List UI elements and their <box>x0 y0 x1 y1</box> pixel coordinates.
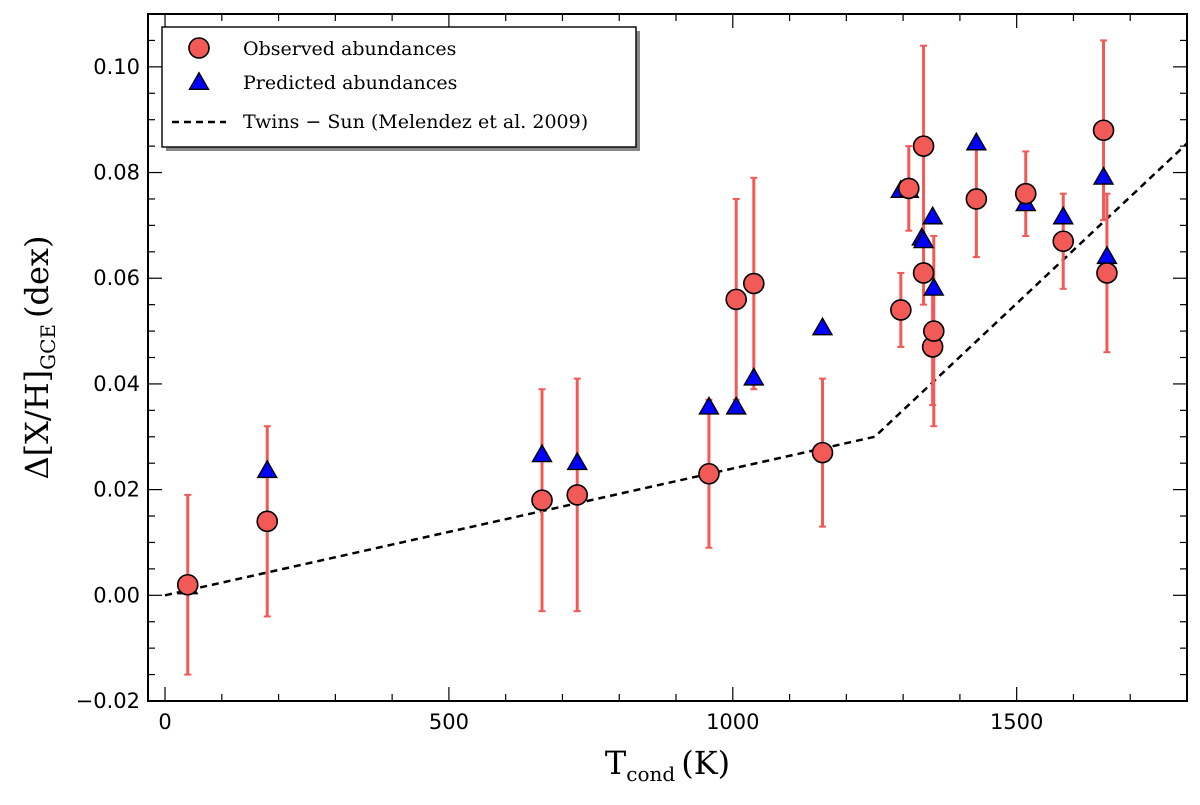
predicted-point <box>725 396 747 415</box>
predicted-point <box>923 277 945 296</box>
observed-point <box>725 288 747 311</box>
observed-point <box>1096 262 1118 284</box>
predicted-point <box>811 316 834 336</box>
observed-point <box>1014 182 1037 205</box>
legend-box <box>161 26 637 148</box>
x-axis-title-main: T <box>605 744 627 782</box>
observed-point <box>897 177 920 200</box>
predicted-point <box>912 229 935 249</box>
y-tick-label: −0.02 <box>76 689 140 713</box>
observed-point <box>698 462 720 485</box>
y-axis-title-unit: (dex) <box>18 236 56 318</box>
y-tick-label: 0.06 <box>93 266 140 290</box>
y-axis-title: Δ[X/H]GCE (dex) <box>18 236 60 480</box>
observed-point <box>922 320 945 342</box>
predicted-point <box>531 443 553 463</box>
observed-point <box>890 299 912 321</box>
observed-point <box>965 188 988 210</box>
observed-point <box>811 441 834 464</box>
y-tick-label: 0.04 <box>93 372 140 396</box>
observed-point <box>742 272 765 295</box>
plot-area <box>164 39 1187 676</box>
y-axis-title-main: Δ[X/H] <box>18 370 56 480</box>
legend-observed-marker <box>188 37 210 59</box>
y-tick-label: 0.00 <box>93 583 140 607</box>
x-axis-title: Tcond (K) <box>605 744 730 786</box>
observed-point <box>912 135 935 157</box>
legend-label-observed: Observed abundances <box>243 38 456 60</box>
observed-point <box>1052 230 1075 253</box>
x-tick-label: 1000 <box>706 710 759 734</box>
predicted-point <box>566 451 588 471</box>
predicted-point <box>256 459 278 479</box>
legend-label-line: Twins − Sun (Melendez et al. 2009) <box>243 111 588 133</box>
x-tick-label: 0 <box>158 710 171 734</box>
predicted-point <box>1092 166 1115 185</box>
y-axis-title-sub: GCE <box>36 324 60 370</box>
legend-label-predicted: Predicted abundances <box>243 72 457 94</box>
observed-point <box>1092 119 1115 142</box>
observed-point <box>531 489 553 511</box>
y-tick-label: 0.08 <box>93 161 140 185</box>
y-tick-label: 0.02 <box>93 478 140 502</box>
y-tick-label: 0.10 <box>93 55 140 79</box>
x-axis-title-unit: (K) <box>681 744 730 782</box>
observed-point <box>566 484 589 506</box>
x-tick-label: 1500 <box>990 710 1043 734</box>
axis-ticks <box>148 13 1188 702</box>
predicted-point <box>1052 205 1074 225</box>
legend-predicted-marker <box>188 71 210 90</box>
predicted-point <box>965 131 988 151</box>
predicted-point <box>698 396 720 415</box>
observed-point <box>176 573 199 596</box>
predicted-point <box>1096 245 1118 265</box>
x-axis-title-sub: cond <box>626 762 675 786</box>
legend: Observed abundances Predicted abundances T… <box>161 26 640 151</box>
series-line-twins-sun <box>164 142 1187 597</box>
predicted-point <box>743 366 765 386</box>
observed-point <box>912 262 935 284</box>
predicted-point <box>921 205 944 225</box>
x-tick-label: 500 <box>429 710 469 734</box>
observed-point <box>256 510 279 533</box>
